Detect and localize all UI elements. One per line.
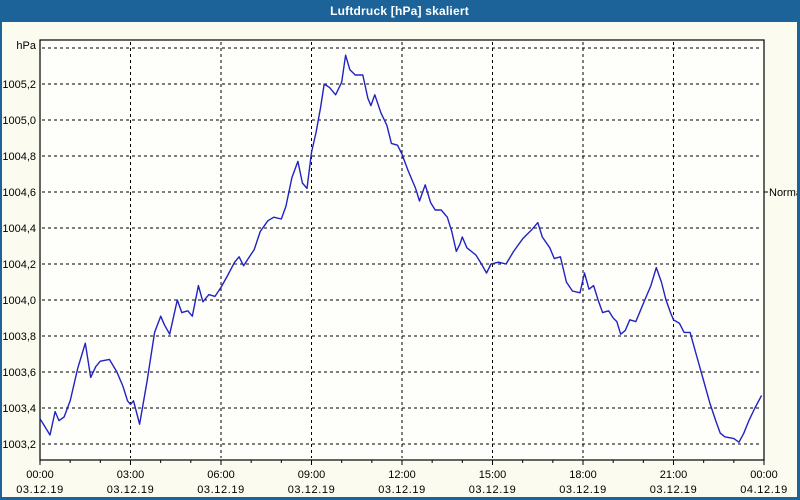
y-tick-label: 1003,8 [2, 331, 36, 343]
x-tick-date-label: 03.12.19 [469, 484, 517, 496]
y-tick-label: 1004,8 [2, 151, 36, 163]
chart-container: 1005,2 1005,0 1004,8 1004,6 1004,4 1004,2 1004… [2, 22, 800, 497]
pressure-line [39, 54, 763, 443]
x-tick-date-label: 03.12.19 [559, 484, 607, 496]
x-tick-time-label: 15:00 [479, 469, 507, 481]
x-tick-date-label: 03.12.19 [16, 484, 64, 496]
x-tick-date-label: 03.12.19 [107, 484, 155, 496]
pressure-chart: 1005,2 1005,0 1004,8 1004,6 1004,4 1004,2 1004… [2, 39, 800, 496]
y-axis-unit-label: hPa [16, 40, 36, 52]
y-tick-label: 1005,2 [2, 79, 36, 91]
x-tick-time-label: 06:00 [207, 469, 235, 481]
x-tick-date-label: 03.12.19 [650, 484, 698, 496]
window-titlebar: Luftdruck [hPa] skaliert [2, 0, 797, 22]
y-tick-label: 1004,6 [2, 187, 36, 199]
x-tick-time-label: 09:00 [298, 469, 326, 481]
x-tick-time-label: 00:00 [26, 469, 54, 481]
x-tick-date-label: 03.12.19 [197, 484, 245, 496]
x-tick-date-label: 03.12.19 [288, 484, 336, 496]
x-tick-time-label: 18:00 [569, 469, 597, 481]
y-tick-label: 1003,6 [2, 367, 36, 379]
x-tick-time-label: 03:00 [117, 469, 145, 481]
y-tick-label: 1004,4 [2, 223, 36, 235]
x-tick-time-label: 21:00 [660, 469, 688, 481]
y-tick-label: 1005,0 [2, 115, 36, 127]
y-tick-label: 1004,0 [2, 295, 36, 307]
y-tick-label: 1003,2 [2, 439, 36, 451]
x-tick-date-label: 03.12.19 [378, 484, 426, 496]
normal-label: Normal [769, 187, 800, 199]
y-tick-label: 1004,2 [2, 259, 36, 271]
x-tick-date-label: 04.12.19 [740, 484, 788, 496]
x-tick-time-label: 12:00 [388, 469, 416, 481]
y-tick-label: 1003,4 [2, 403, 36, 415]
window-title: Luftdruck [hPa] skaliert [330, 4, 469, 18]
x-tick-time-label: 00:00 [750, 469, 778, 481]
